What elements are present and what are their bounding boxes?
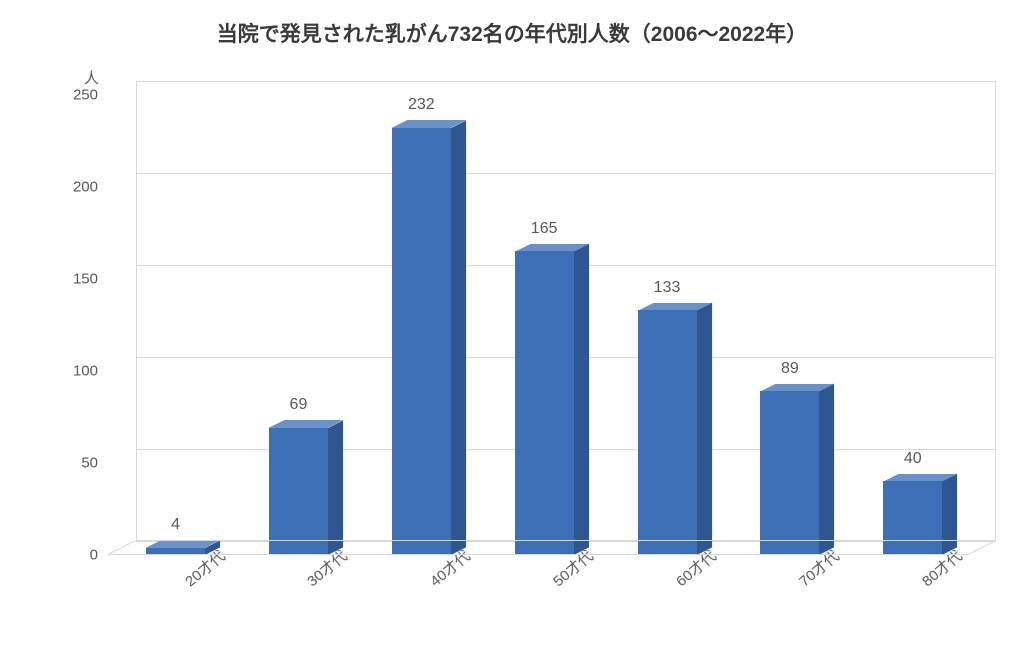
bar: 13360才代 — [638, 95, 697, 555]
chart-title: 当院で発見された乳がん732名の年代別人数（2006～2022年） — [0, 18, 1024, 48]
bar: 8970才代 — [760, 95, 819, 555]
bar: 4080才代 — [883, 95, 942, 555]
bars-group: 420才代 6930才代 23240才代 16550才代 13360才代 8970才代 40… — [108, 95, 968, 555]
data-label: 232 — [408, 96, 435, 114]
chart-container: 当院で発見された乳がん732名の年代別人数（2006～2022年） 人 0 50 1… — [0, 0, 1024, 648]
y-tick-label: 250 — [73, 87, 108, 104]
bar: 23240才代 — [392, 95, 451, 555]
baseline — [108, 554, 968, 555]
data-label: 89 — [781, 360, 799, 378]
data-label: 69 — [290, 396, 308, 414]
y-tick-label: 0 — [90, 547, 108, 564]
y-tick-label: 50 — [81, 455, 108, 472]
data-label: 133 — [654, 279, 681, 297]
bar: 420才代 — [146, 95, 205, 555]
data-label: 4 — [171, 516, 180, 534]
bar: 6930才代 — [269, 95, 328, 555]
plot-area: 050100150200250 420才代6930才代23240才代16550才… — [108, 95, 968, 555]
y-tick-label: 150 — [73, 271, 108, 288]
y-tick-label: 100 — [73, 363, 108, 380]
data-label: 40 — [904, 450, 922, 468]
bar: 16550才代 — [515, 95, 574, 555]
data-label: 165 — [531, 220, 558, 238]
y-tick-label: 200 — [73, 179, 108, 196]
y-axis-unit: 人 — [84, 67, 99, 88]
